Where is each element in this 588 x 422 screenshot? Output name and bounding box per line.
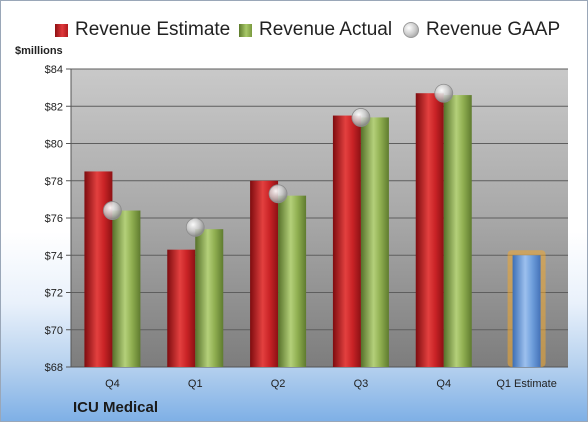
y-tick-label: $78 bbox=[45, 176, 63, 188]
point-revenue-gaap bbox=[185, 217, 205, 237]
legend-swatch-green bbox=[239, 23, 252, 37]
point-revenue-gaap bbox=[351, 108, 371, 127]
bar-revenue-actual bbox=[112, 210, 141, 367]
bar-revenue-actual bbox=[278, 195, 307, 367]
legend-swatch-red bbox=[55, 23, 68, 37]
x-tick-label: Q1 Estimate bbox=[496, 378, 557, 390]
y-tick-label: $70 bbox=[45, 325, 63, 337]
x-tick-label: Q2 bbox=[271, 378, 286, 390]
legend-item-revenue-gaap: Revenue GAAP bbox=[403, 15, 560, 45]
point-revenue-gaap bbox=[434, 83, 454, 103]
bar-revenue-estimate bbox=[415, 93, 444, 368]
legend-item-revenue-estimate: Revenue Estimate bbox=[55, 15, 230, 45]
legend-label-gaap: Revenue GAAP bbox=[426, 19, 561, 40]
bar-revenue-estimate bbox=[332, 115, 361, 367]
y-tick-label: $80 bbox=[45, 139, 63, 151]
y-tick-label: $82 bbox=[45, 101, 63, 113]
bar-q1-estimate bbox=[512, 255, 541, 367]
x-tick-label: Q4 bbox=[105, 378, 120, 390]
company-name: ICU Medical bbox=[73, 399, 159, 416]
point-revenue-gaap bbox=[268, 184, 288, 204]
y-tick-label: $68 bbox=[45, 362, 63, 374]
chart-legend: Revenue Estimate Revenue Actual Revenue … bbox=[1, 15, 587, 45]
point-revenue-gaap bbox=[103, 201, 122, 220]
bar-revenue-estimate bbox=[250, 180, 279, 367]
y-tick-label: $76 bbox=[45, 213, 63, 225]
bar-revenue-actual bbox=[360, 117, 389, 367]
bar-revenue-estimate bbox=[167, 249, 196, 367]
y-axis-unit-label: $millions bbox=[15, 45, 63, 57]
x-tick-label: Q1 bbox=[188, 378, 203, 390]
x-tick-label: Q4 bbox=[436, 378, 451, 390]
x-tick-label: Q3 bbox=[354, 378, 369, 390]
bar-revenue-actual bbox=[443, 95, 472, 367]
bar-revenue-actual bbox=[195, 229, 224, 367]
legend-label-estimate: Revenue Estimate bbox=[75, 19, 231, 40]
legend-item-revenue-actual: Revenue Actual bbox=[239, 15, 392, 45]
y-tick-label: $72 bbox=[45, 288, 63, 300]
legend-marker-gaap bbox=[403, 22, 419, 38]
y-tick-label: $74 bbox=[45, 250, 63, 262]
legend-label-actual: Revenue Actual bbox=[259, 19, 393, 40]
y-tick-label: $84 bbox=[45, 64, 63, 76]
bar-revenue-estimate bbox=[84, 171, 113, 367]
